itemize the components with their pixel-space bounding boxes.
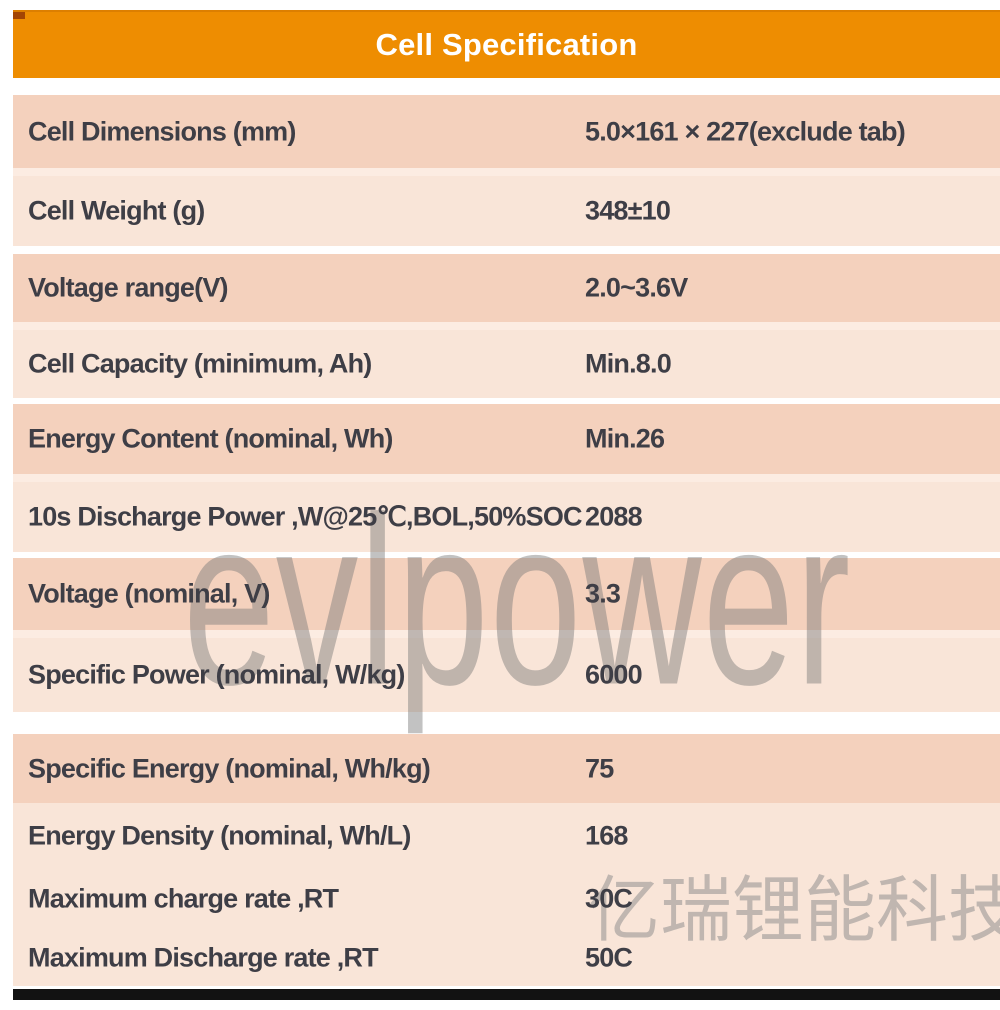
table-row: Voltage range(V) 2.0~3.6V xyxy=(13,254,1000,322)
bottom-rule xyxy=(13,989,1000,1000)
spec-label: Cell Capacity (minimum, Ah) xyxy=(28,348,372,379)
page-title: Cell Specification xyxy=(375,27,638,62)
table-row: 10s Discharge Power ,W@25℃,BOL,50%SOC 20… xyxy=(13,482,1000,552)
divider xyxy=(13,630,1000,638)
divider xyxy=(13,322,1000,330)
spec-value: 30C xyxy=(585,883,633,914)
spec-label: 10s Discharge Power ,W@25℃,BOL,50%SOC xyxy=(28,501,583,532)
table-row: Cell Dimensions (mm) 5.0×161 × 227(exclu… xyxy=(13,95,1000,168)
divider xyxy=(13,246,1000,254)
spec-value: 50C xyxy=(585,942,633,972)
spec-value: 168 xyxy=(585,820,628,851)
spec-label: Maximum charge rate ,RT xyxy=(28,883,339,914)
divider xyxy=(13,474,1000,482)
spec-label: Voltage range(V) xyxy=(28,272,229,303)
table-row: Maximum charge rate ,RT 30C xyxy=(13,869,1000,929)
spec-value: 2.0~3.6V xyxy=(585,272,688,303)
table-row: Cell Capacity (minimum, Ah) Min.8.0 xyxy=(13,330,1000,398)
table-row: Voltage (nominal, V) 3.3 xyxy=(13,558,1000,630)
corner-artifact xyxy=(13,12,25,19)
spec-label: Energy Density (nominal, Wh/L) xyxy=(28,820,411,851)
divider xyxy=(13,398,1000,404)
divider xyxy=(13,168,1000,176)
spec-value: 348±10 xyxy=(585,195,671,226)
spec-value: 2088 xyxy=(585,501,643,532)
table-row: Energy Content (nominal, Wh) Min.26 xyxy=(13,404,1000,474)
spec-label: Energy Content (nominal, Wh) xyxy=(28,423,393,454)
spec-label: Specific Energy (nominal, Wh/kg) xyxy=(28,753,431,783)
spec-value: 75 xyxy=(585,753,614,783)
table-header: Cell Specification xyxy=(13,10,1000,78)
spec-sheet-page: Cell Specification Cell Dimensions (mm) … xyxy=(0,10,1000,1010)
spec-label: Cell Dimensions (mm) xyxy=(28,116,296,146)
spec-label: Cell Weight (g) xyxy=(28,195,205,226)
table-row: Energy Density (nominal, Wh/L) 168 xyxy=(13,803,1000,869)
spec-value: 3.3 xyxy=(585,578,621,609)
table-row: Specific Power (nominal, W/kg) 6000 xyxy=(13,638,1000,712)
table-row-group: Energy Density (nominal, Wh/L) 168 Maxim… xyxy=(13,803,1000,986)
table-row: Cell Weight (g) 348±10 xyxy=(13,176,1000,246)
spec-value: Min.26 xyxy=(585,423,665,454)
divider xyxy=(13,78,1000,95)
spec-value: Min.8.0 xyxy=(585,348,672,379)
spec-label: Voltage (nominal, V) xyxy=(28,578,270,609)
table-row: Maximum Discharge rate ,RT 50C xyxy=(13,929,1000,986)
table-row: Specific Energy (nominal, Wh/kg) 75 xyxy=(13,734,1000,803)
divider xyxy=(13,986,1000,989)
spec-value: 6000 xyxy=(585,659,643,690)
spec-label: Maximum Discharge rate ,RT xyxy=(28,942,379,972)
divider xyxy=(13,712,1000,734)
divider xyxy=(13,552,1000,558)
spec-label: Specific Power (nominal, W/kg) xyxy=(28,659,405,690)
spec-value: 5.0×161 × 227(exclude tab) xyxy=(585,116,906,146)
